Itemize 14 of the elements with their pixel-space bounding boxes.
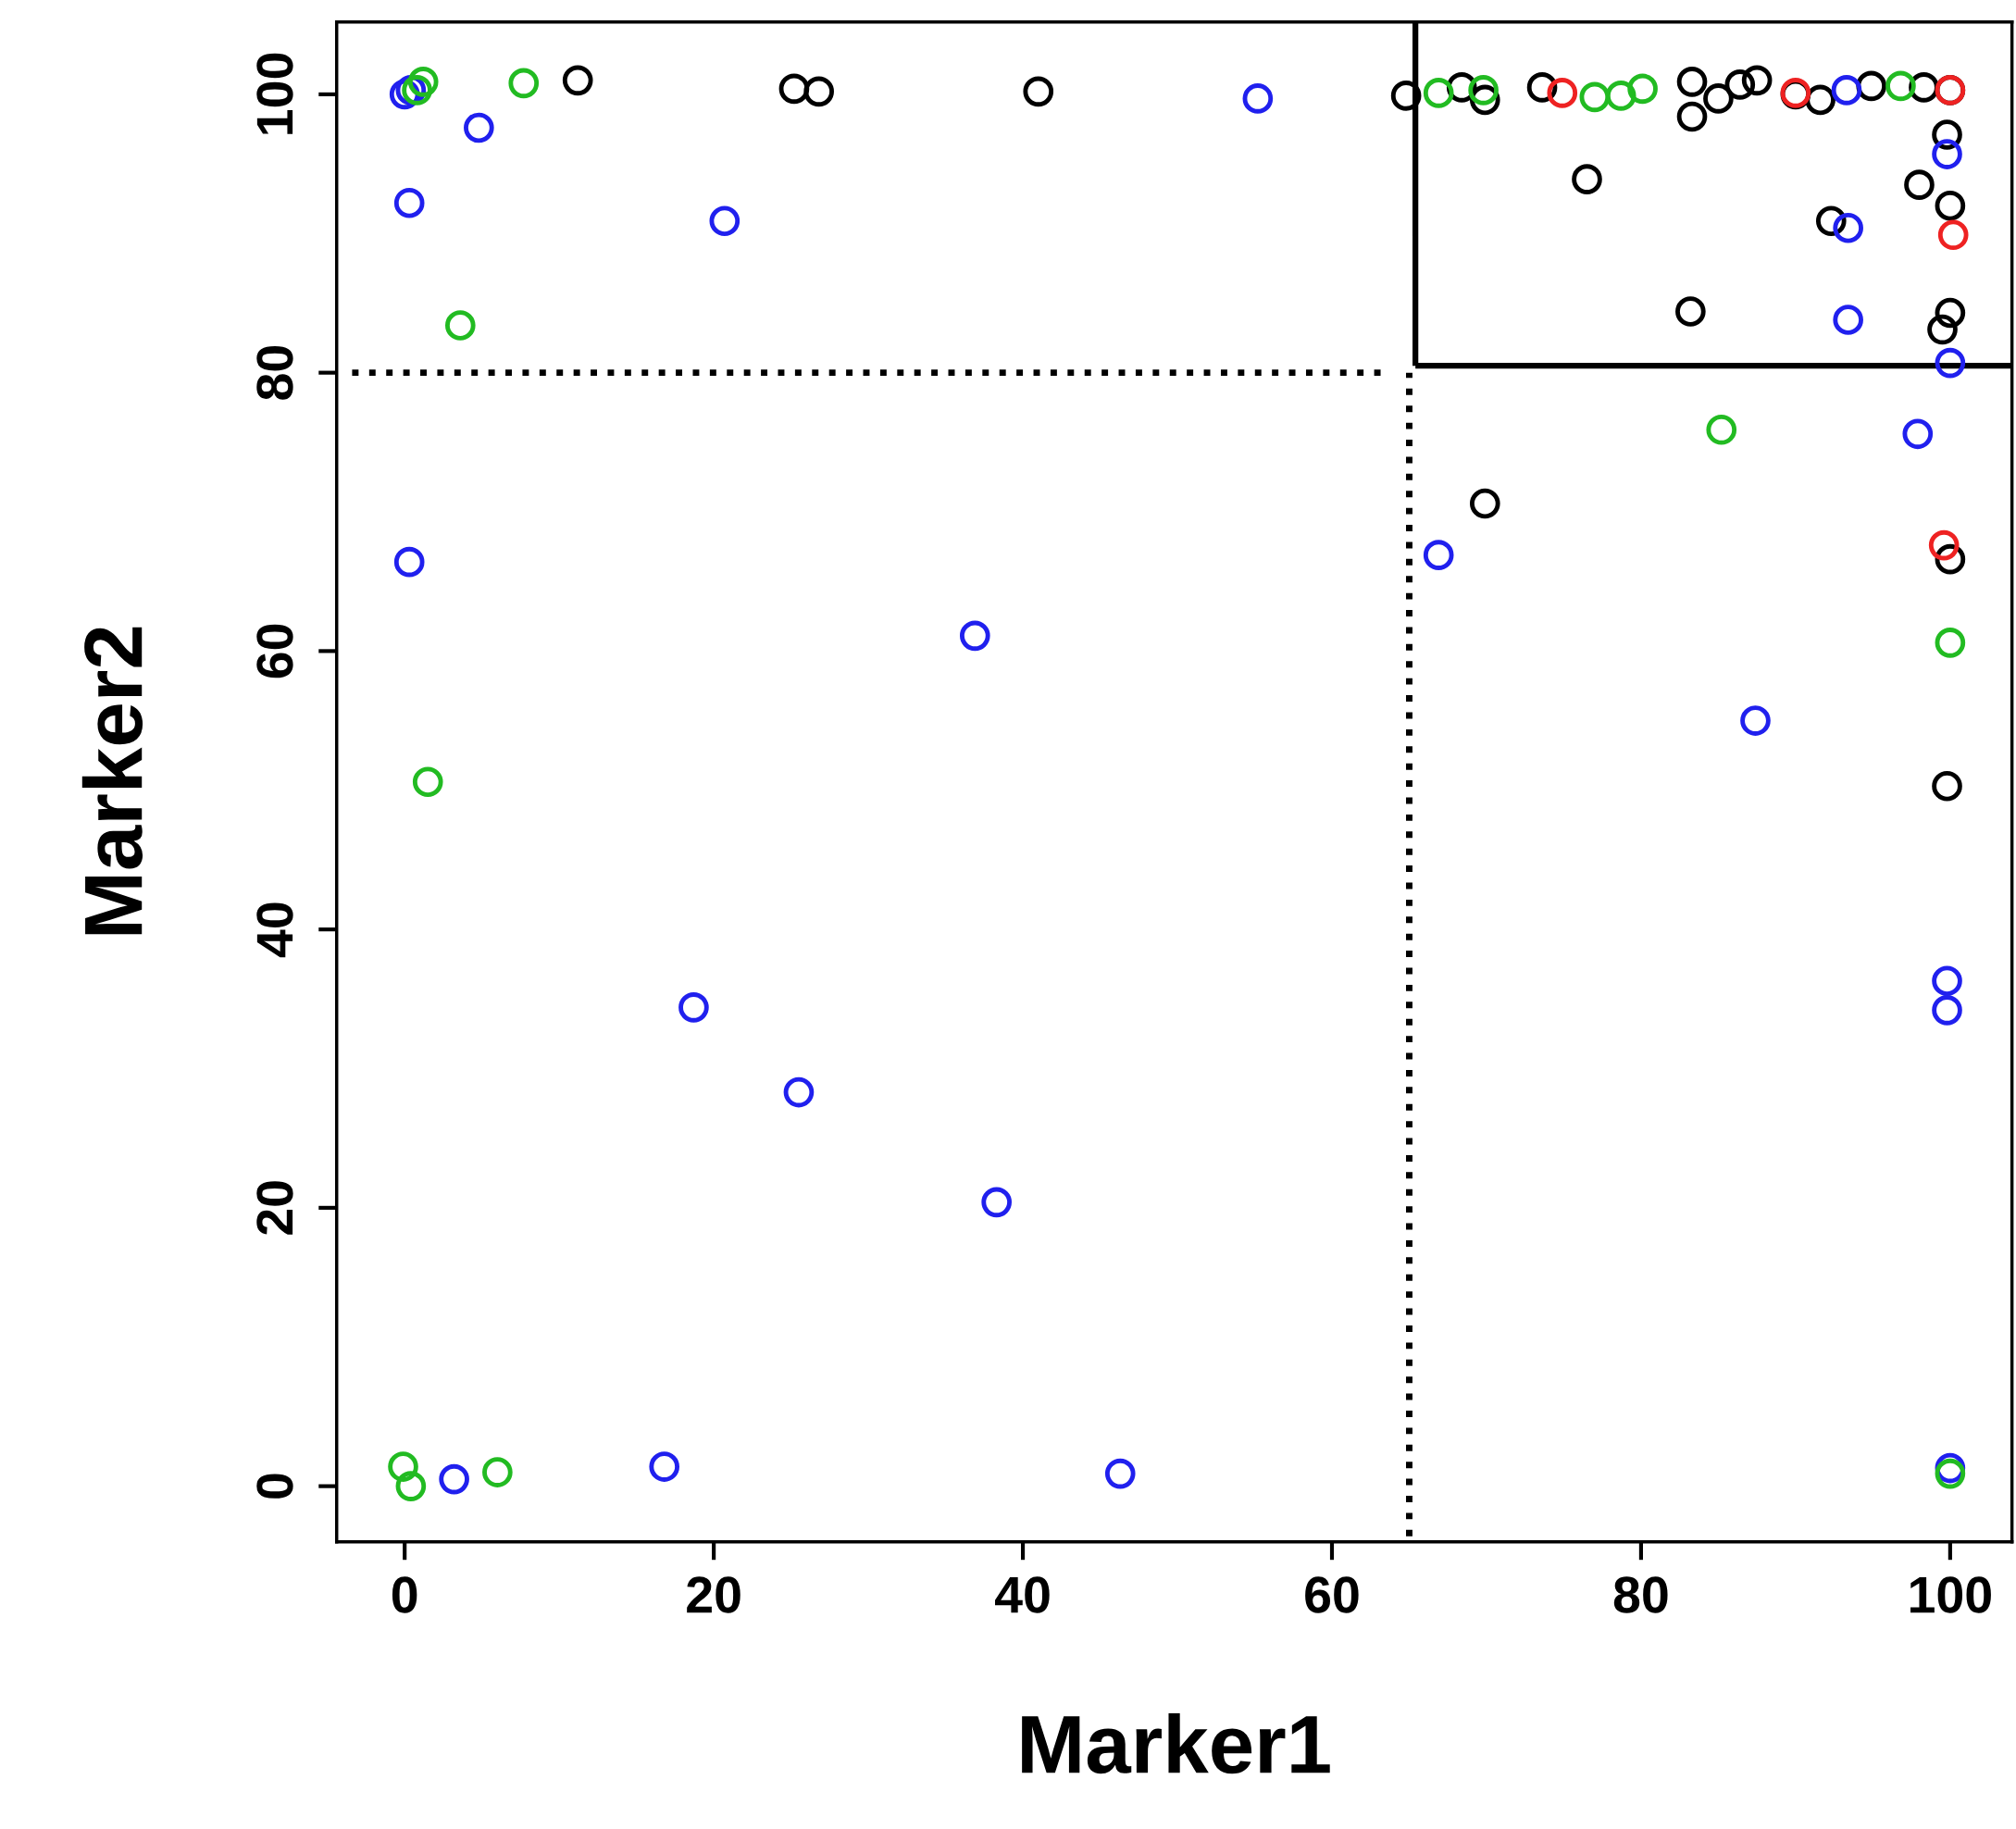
x-tick-label: 100 xyxy=(1910,1576,1991,1613)
y-tick-label: 0 xyxy=(256,1474,293,1499)
y-axis-title: Marker2 xyxy=(81,627,143,935)
x-tick-label: 0 xyxy=(392,1576,417,1613)
y-tick-label: 80 xyxy=(256,346,293,400)
x-axis-title: Marker1 xyxy=(1022,1712,1330,1774)
y-tick-label: 60 xyxy=(256,624,293,678)
x-tick-label: 20 xyxy=(687,1576,740,1613)
x-tick-label: 60 xyxy=(1305,1576,1359,1613)
y-tick-label: 40 xyxy=(256,902,293,958)
x-tick-label: 40 xyxy=(995,1576,1050,1613)
x-tick-label: 80 xyxy=(1613,1576,1668,1613)
y-tick-label: 20 xyxy=(256,1181,293,1235)
y-tick-label: 100 xyxy=(256,53,293,134)
